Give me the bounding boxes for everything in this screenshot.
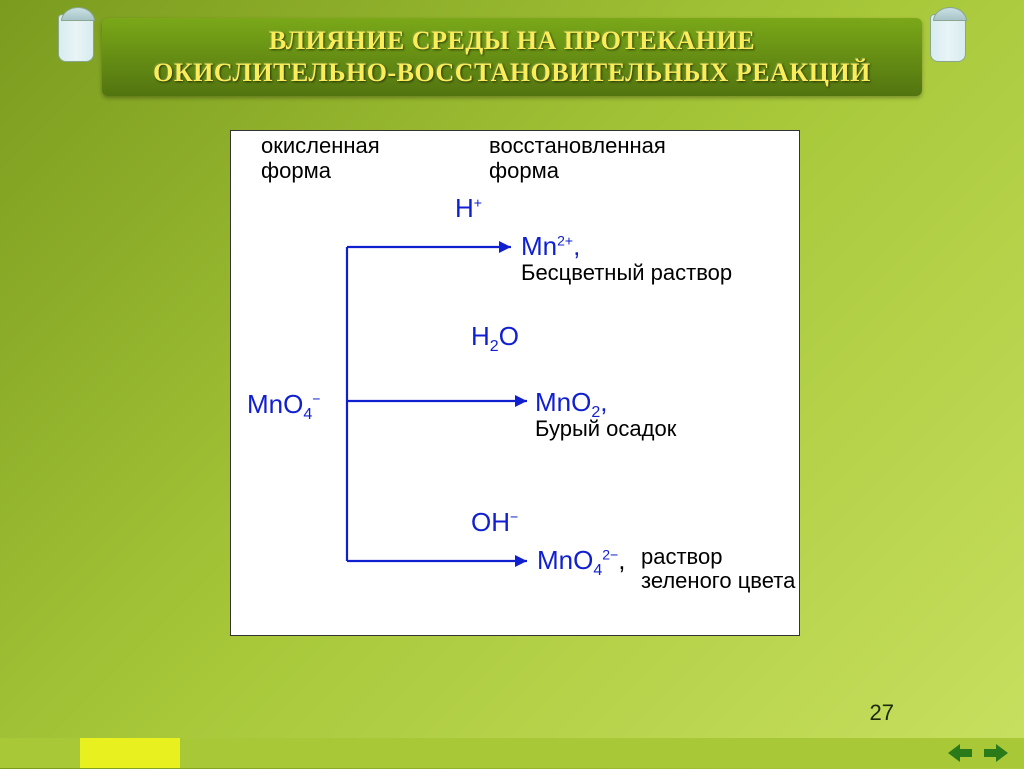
oh-base: OH <box>471 507 510 537</box>
desc-neutral: Бурый осадок <box>535 417 676 441</box>
medium-neutral: H2O <box>471 321 519 356</box>
h2o-o: O <box>499 321 519 351</box>
next-button[interactable] <box>982 742 1010 764</box>
mno2-comma: , <box>600 387 607 417</box>
slide-title: ВЛИЯНИЕ СРЕДЫ НА ПРОТЕКАНИЕ ОКИСЛИТЕЛЬНО… <box>153 25 871 90</box>
mn2-base: Mn <box>521 231 557 261</box>
column-header-reduced: восстановленная форма <box>489 133 666 184</box>
hplus-sup: + <box>474 194 482 210</box>
mn2-comma: , <box>573 231 580 261</box>
scroll-ornament-right <box>930 14 966 62</box>
mno4-sub: 4 <box>303 406 312 423</box>
medium-acidic: H+ <box>455 193 482 224</box>
title-bar: ВЛИЯНИЕ СРЕДЫ НА ПРОТЕКАНИЕ ОКИСЛИТЕЛЬНО… <box>102 18 922 96</box>
column-header-oxidized: окисленная форма <box>261 133 380 184</box>
product-basic: MnO42−, <box>537 545 625 580</box>
medium-basic: OH− <box>471 507 518 538</box>
oxidized-label-1: окисленная <box>261 133 380 158</box>
arrow-left-icon <box>946 742 974 764</box>
reaction-diagram: окисленная форма восстановленная форма M… <box>230 130 800 636</box>
product-acidic: Mn2+, <box>521 231 580 262</box>
mn2-sup: 2+ <box>557 232 573 248</box>
reduced-label-2: форма <box>489 158 559 183</box>
h2o-sub: 2 <box>490 338 499 355</box>
desc-basic: раствор зеленого цвета <box>641 545 795 593</box>
title-line-1: ВЛИЯНИЕ СРЕДЫ НА ПРОТЕКАНИЕ <box>269 26 755 55</box>
h2o-h: H <box>471 321 490 351</box>
mno2-base: MnO <box>535 387 591 417</box>
desc-acidic: Бесцветный раствор <box>521 261 732 285</box>
scroll-ornament-left <box>58 14 94 62</box>
mno42-sub: 4 <box>593 562 602 579</box>
arrow-right-icon <box>982 742 1010 764</box>
species-permanganate: MnO4− <box>247 389 320 424</box>
prev-button[interactable] <box>946 742 974 764</box>
mno42-base: MnO <box>537 545 593 575</box>
bottom-accent <box>80 738 180 768</box>
base-desc-l1: раствор <box>641 544 722 569</box>
mno42-comma: , <box>618 545 625 575</box>
oxidized-label-2: форма <box>261 158 331 183</box>
mno4-sup: − <box>312 390 320 406</box>
title-line-2: ОКИСЛИТЕЛЬНО-ВОССТАНОВИТЕЛЬНЫХ РЕАКЦИЙ <box>153 58 871 87</box>
reduced-label-1: восстановленная <box>489 133 666 158</box>
page-number: 27 <box>870 700 894 726</box>
mno4-base: MnO <box>247 389 303 419</box>
base-desc-l2: зеленого цвета <box>641 568 795 593</box>
oh-sup: − <box>510 508 518 524</box>
mno42-sup: 2− <box>602 546 618 562</box>
hplus-base: H <box>455 193 474 223</box>
